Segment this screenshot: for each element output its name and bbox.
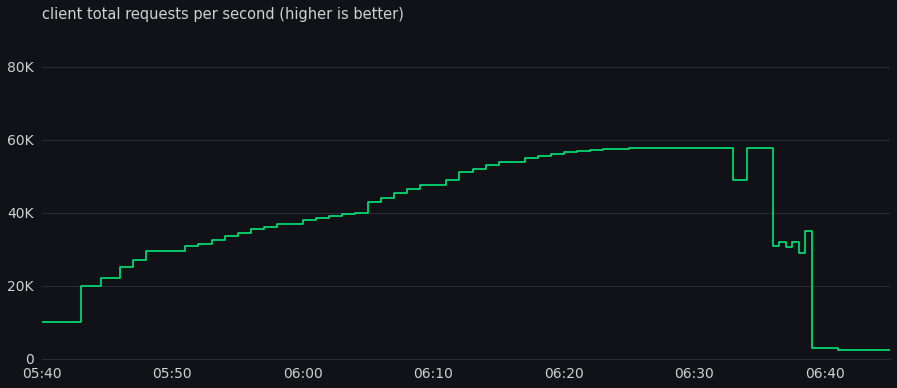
Text: client total requests per second (higher is better): client total requests per second (higher… [42,7,404,22]
